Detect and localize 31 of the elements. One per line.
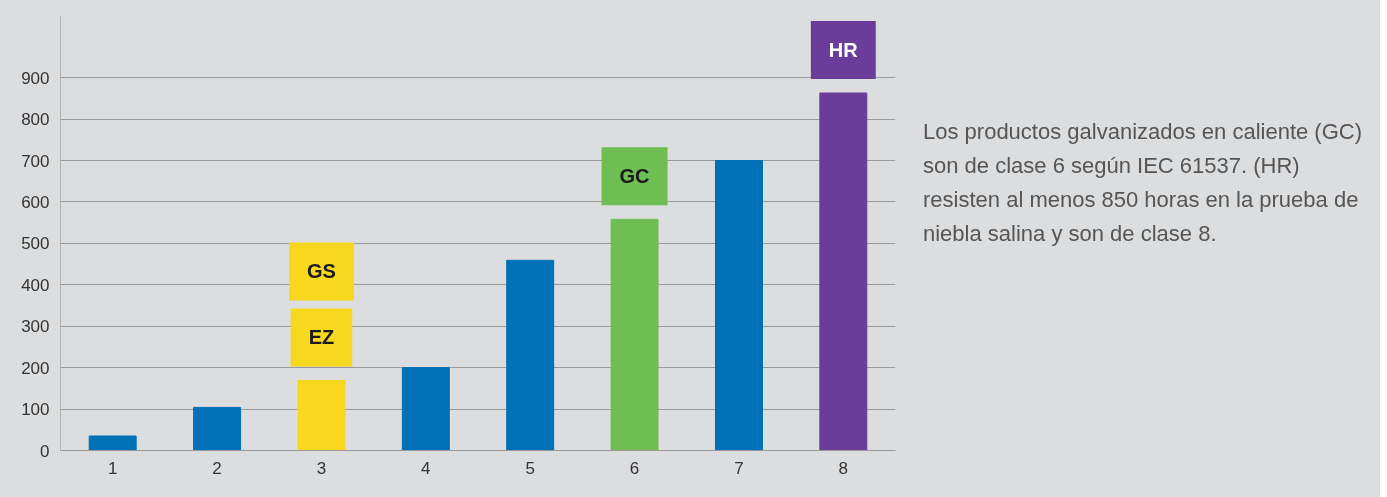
y-tick-label: 100 [21, 400, 50, 420]
y-tick-label: 400 [21, 275, 50, 295]
bar [297, 379, 346, 451]
bar [193, 406, 242, 451]
x-tick-label: 7 [734, 458, 744, 478]
bar [88, 435, 137, 451]
y-tick-label: 300 [21, 317, 50, 337]
annotation: GC [619, 165, 650, 188]
x-tick-label: 3 [316, 458, 327, 478]
y-tick-label: 800 [21, 110, 50, 130]
x-tick-label: 6 [629, 458, 640, 478]
y-tick-label: 500 [21, 234, 50, 254]
text: Los productos galvanizados en caliente (GC) son de clase 6 según IEC 61537. (HR) resisten al menos 850 horas en la prueba de niebla salina y son de clase 8. [922, 118, 1364, 249]
x-tick-label: 5 [525, 458, 535, 478]
y-tick-label: 0 [40, 441, 50, 461]
y-tick-label: 200 [21, 358, 50, 378]
bar [506, 259, 555, 451]
annotation: GS [306, 260, 336, 283]
bar [714, 160, 763, 451]
x-tick-label: 2 [212, 458, 222, 478]
x-tick-label: 1 [107, 458, 118, 478]
y-tick-label: 900 [21, 68, 50, 88]
y-tick-label: 700 [21, 151, 50, 171]
y-tick-label: 600 [21, 192, 50, 212]
annotation: EZ [308, 326, 335, 349]
annotation: HR [828, 38, 859, 61]
x-tick-label: 4 [421, 458, 431, 478]
bar [610, 218, 659, 451]
bar [401, 367, 450, 451]
x-tick-label: 8 [838, 458, 849, 478]
bar [819, 92, 868, 451]
